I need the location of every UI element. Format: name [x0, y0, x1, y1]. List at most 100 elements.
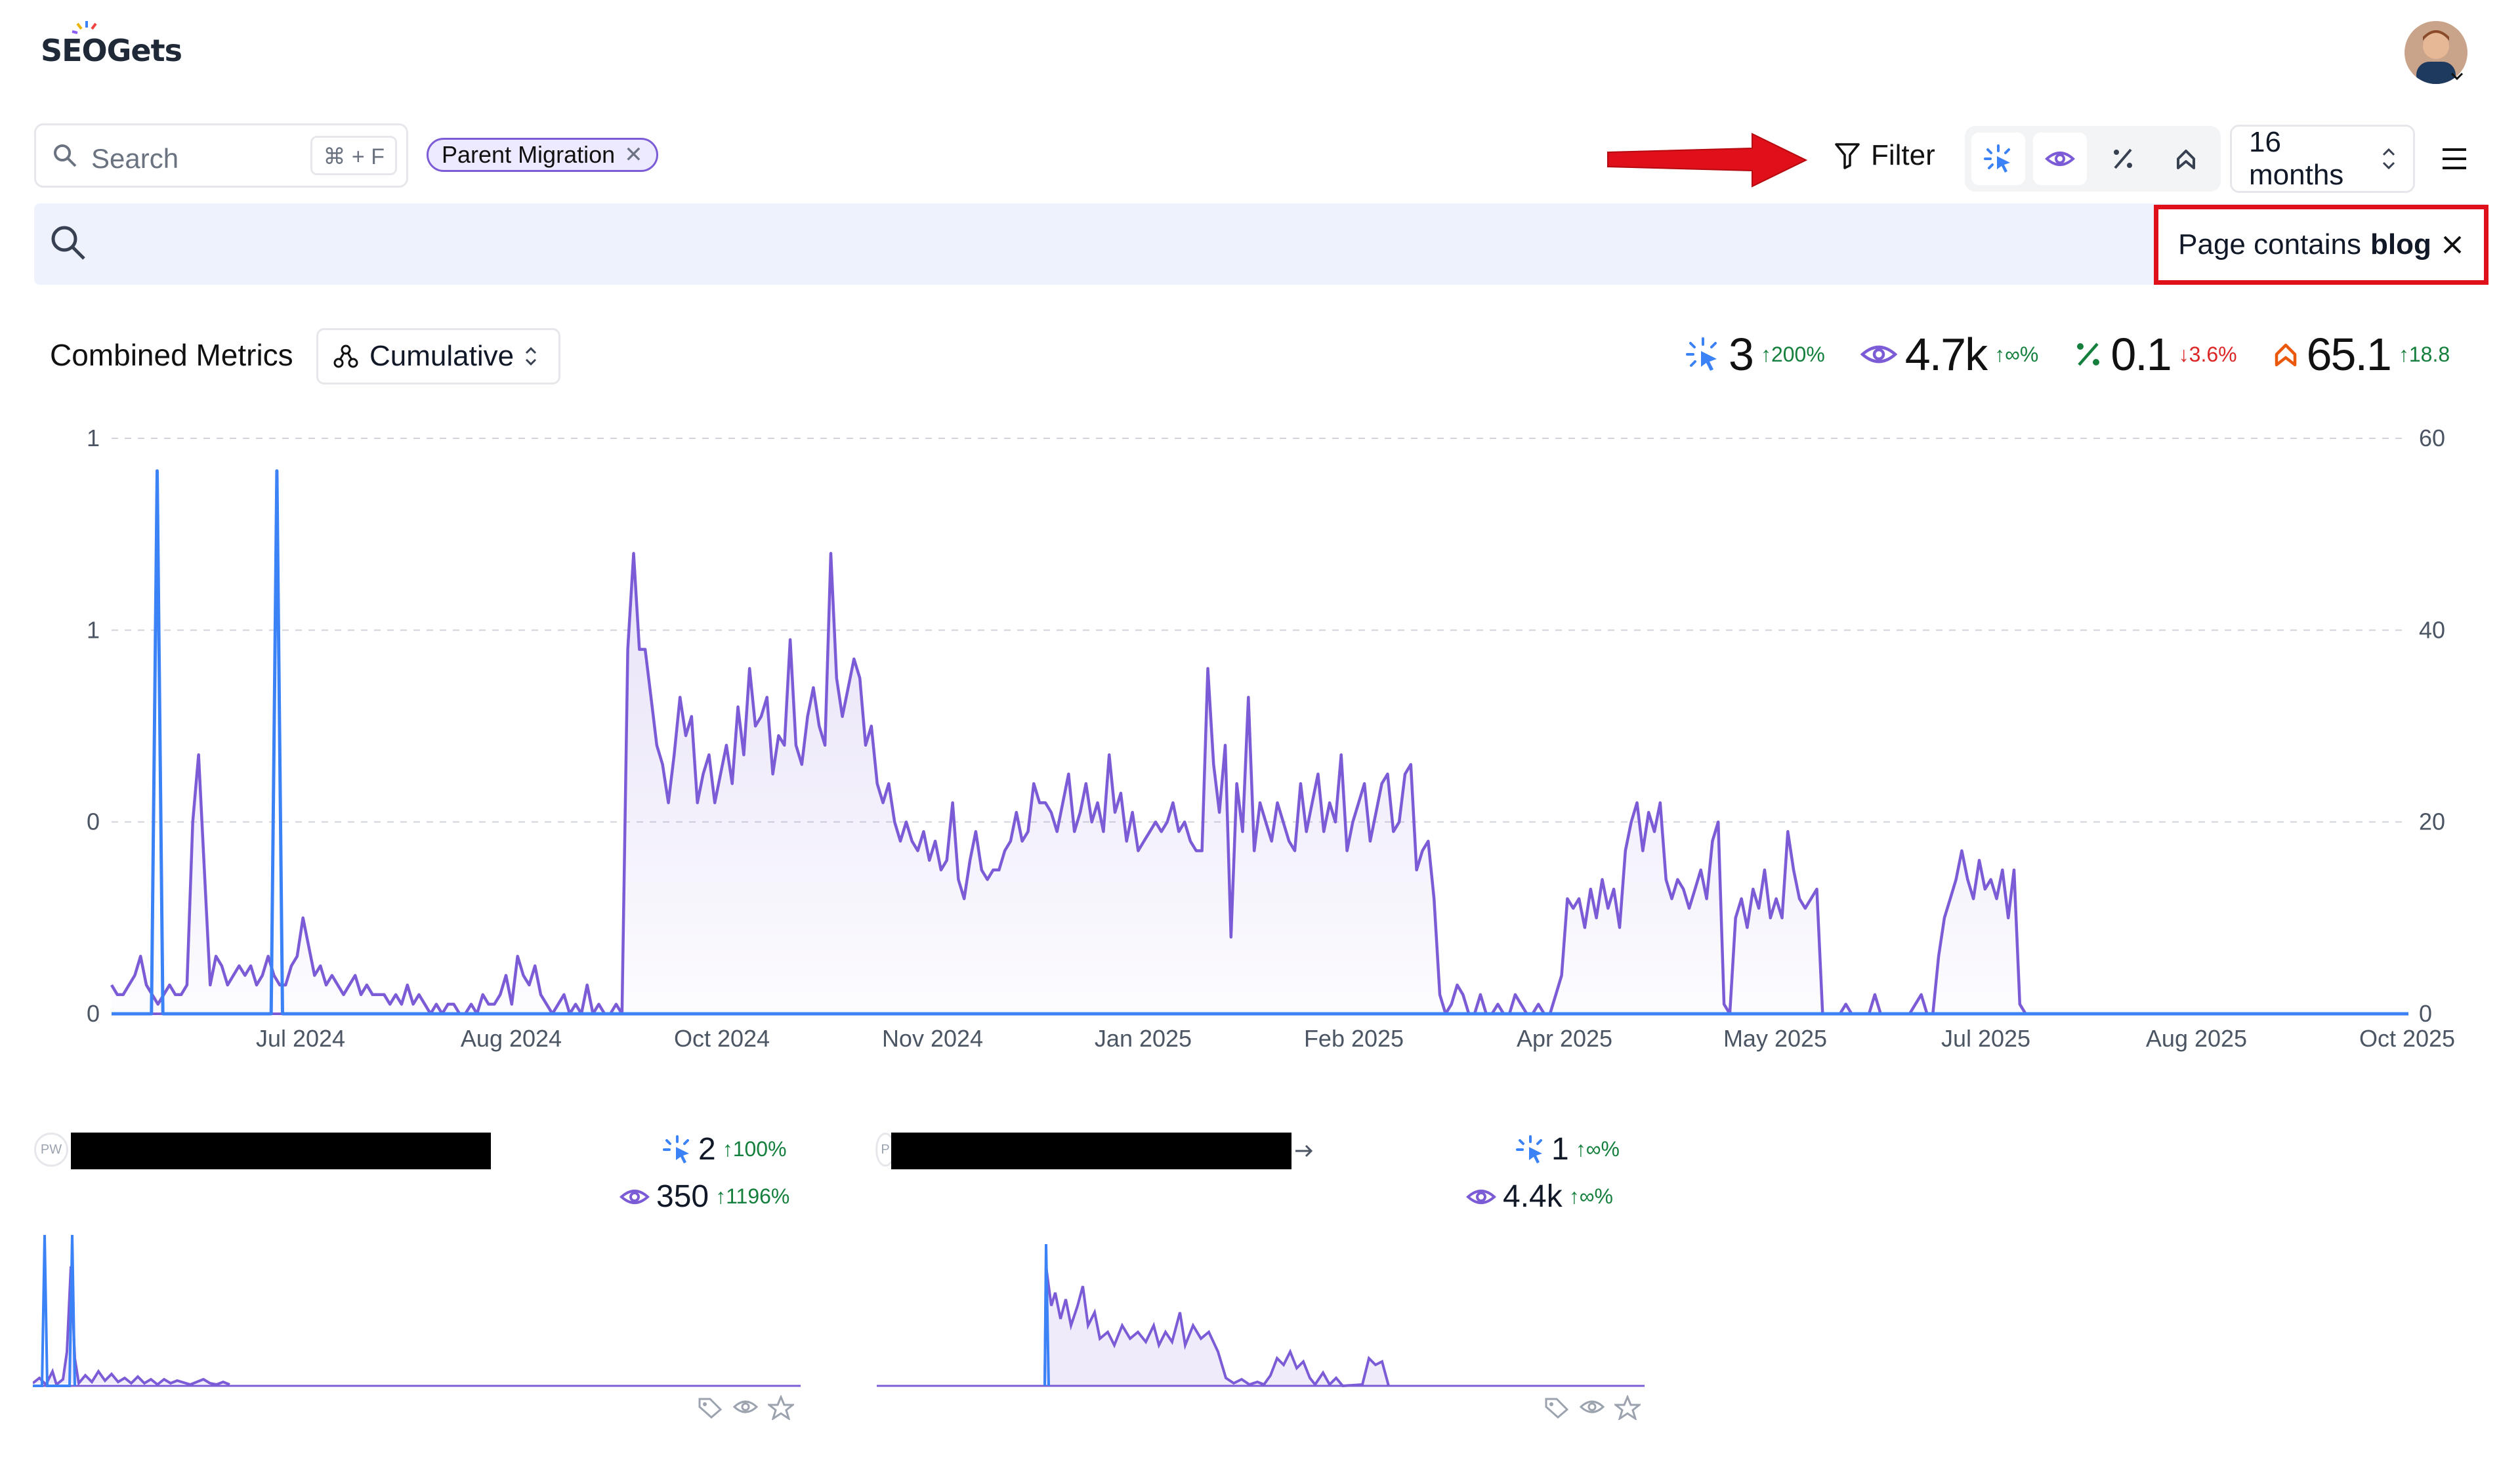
user-avatar[interactable] — [2404, 21, 2468, 84]
filter-icon — [1835, 143, 1860, 169]
cumulative-label: Cumulative — [369, 340, 514, 372]
y-left-tick-label: 0 — [87, 1000, 100, 1027]
metric-toggle-group — [1965, 126, 2221, 192]
card-impressions: 4.4k ↑∞% — [1466, 1178, 1613, 1215]
star-icon[interactable] — [1614, 1395, 1641, 1420]
active-filter-tag[interactable]: Page contains blog — [2154, 205, 2488, 285]
card-title-redacted[interactable] — [71, 1133, 491, 1169]
star-icon[interactable] — [768, 1395, 794, 1420]
watch-eye-icon[interactable] — [732, 1395, 759, 1419]
date-range-select[interactable]: 16 months — [2230, 125, 2415, 193]
logo-text-left: SEO — [41, 33, 108, 68]
x-tick-label: Oct 2024 — [674, 1025, 770, 1052]
x-tick-label: Feb 2025 — [1304, 1025, 1404, 1052]
card-clicks: 1 ↑∞% — [1516, 1131, 1620, 1167]
x-tick-label: Aug 2025 — [2146, 1025, 2247, 1052]
kpi-clicks-value: 3 — [1729, 329, 1754, 380]
chevron-updown-icon — [2382, 148, 2395, 170]
position-icon — [2275, 343, 2296, 367]
x-tick-label: Jan 2025 — [1095, 1025, 1192, 1052]
y-left-tick-label: 1 — [87, 616, 100, 643]
card-impressions-value: 350 — [656, 1179, 709, 1214]
filter-label: Filter — [1871, 139, 1935, 171]
avatar-chevron-icon — [2450, 72, 2464, 81]
toggle-position[interactable] — [2159, 133, 2213, 185]
x-tick-label: Aug 2024 — [461, 1025, 562, 1052]
x-tick-label: Apr 2025 — [1517, 1025, 1612, 1052]
chip-close-icon[interactable]: ✕ — [624, 142, 643, 167]
toggle-ctr[interactable] — [2096, 133, 2150, 185]
impressions-area — [112, 553, 2408, 1014]
filter-bar[interactable] — [34, 203, 2488, 285]
card-clicks-delta: ↑100% — [722, 1137, 787, 1161]
search-box[interactable]: Search ⌘ + F — [34, 123, 408, 188]
date-range-label: 16 months — [2249, 126, 2344, 191]
card-clicks: 2 ↑100% — [663, 1131, 787, 1167]
card-clicks-value: 2 — [698, 1132, 716, 1167]
x-tick-label: Oct 2025 — [2359, 1025, 2455, 1052]
position-icon — [2177, 150, 2195, 169]
app-logo[interactable]: SEOGets — [41, 21, 182, 68]
impressions-icon — [620, 1189, 650, 1204]
card-open-arrow-icon[interactable] — [1294, 1143, 1314, 1159]
cumulative-icon — [333, 344, 358, 368]
kpi-impressions-delta: ↑∞% — [1994, 342, 2039, 366]
annotation-arrow-icon — [1607, 133, 1808, 188]
card-actions — [697, 1395, 794, 1420]
tag-icon[interactable] — [697, 1395, 723, 1419]
ctr-icon — [2114, 148, 2132, 169]
card-actions — [1544, 1395, 1641, 1420]
kpi-clicks-delta: ↑200% — [1760, 342, 1825, 366]
filter-button[interactable]: Filter — [1834, 139, 1935, 172]
cumulative-select[interactable]: Cumulative — [316, 328, 560, 385]
chevron-updown-icon — [526, 346, 537, 366]
search-placeholder: Search — [91, 143, 179, 174]
kpi-row: 3 ↑200% 4.7k ↑∞% 0.1 ↓3.6% 65.1 ↑18.8 — [1685, 328, 2480, 381]
logo-text-right: Gets — [106, 33, 182, 68]
tag-icon[interactable] — [1544, 1395, 1570, 1419]
impressions-icon — [2045, 152, 2075, 166]
kpi-ctr-value: 0.1 — [2110, 329, 2172, 380]
clicks-icon — [1984, 144, 2010, 173]
x-tick-label: Nov 2024 — [882, 1025, 983, 1052]
card-impressions-delta: ↑∞% — [1568, 1184, 1613, 1208]
clicks-icon — [1516, 1135, 1542, 1163]
filter-remove-icon[interactable] — [2441, 233, 2464, 257]
card-clicks-value: 1 — [1551, 1132, 1569, 1167]
kpi-impressions: 4.7k ↑∞% — [1860, 328, 2039, 381]
kpi-position-value: 65.1 — [2306, 329, 2392, 380]
y-right-tick-label: 60 — [2419, 425, 2445, 451]
search-icon — [54, 144, 77, 167]
impressions-icon — [1466, 1189, 1496, 1204]
x-tick-label: Jul 2024 — [256, 1025, 345, 1052]
y-right-tick-label: 0 — [2419, 1000, 2432, 1027]
watch-eye-icon[interactable] — [1579, 1395, 1605, 1419]
x-tick-label: May 2025 — [1723, 1025, 1827, 1052]
hamburger-menu-icon[interactable] — [2440, 146, 2469, 172]
card-clicks-delta: ↑∞% — [1575, 1137, 1620, 1161]
card-favicon: PW — [34, 1133, 68, 1167]
filter-tag-value: blog — [2370, 228, 2431, 261]
filter-tag-prefix: Page contains — [2178, 228, 2361, 261]
card-sparkline[interactable] — [33, 1227, 801, 1391]
combined-metrics-chart[interactable]: 1 1 0 0 60 40 20 0 Jul 2024 Aug 2024 Oct 2024 Nov… — [0, 407, 2520, 1063]
kpi-position: 65.1 ↑18.8 — [2273, 328, 2450, 381]
card-impressions-value: 4.4k — [1503, 1179, 1563, 1214]
impressions-icon — [1860, 345, 1897, 364]
project-chip[interactable]: Parent Migration ✕ — [427, 138, 658, 172]
project-chip-label: Parent Migration — [442, 141, 616, 168]
y-left-tick-label: 0 — [87, 808, 100, 835]
filter-search-icon — [51, 226, 85, 260]
toggle-clicks[interactable] — [1971, 133, 2025, 185]
card-sparkline[interactable] — [877, 1227, 1645, 1391]
card-title-redacted[interactable] — [891, 1133, 1292, 1169]
toggle-impressions[interactable] — [2033, 133, 2087, 185]
logo-spark-icon — [72, 21, 97, 34]
kpi-position-delta: ↑18.8 — [2398, 342, 2450, 366]
kpi-ctr: 0.1 ↓3.6% — [2074, 328, 2237, 381]
y-right-tick-label: 40 — [2419, 616, 2445, 643]
x-tick-label: Jul 2025 — [1941, 1025, 2030, 1052]
clicks-icon — [1686, 337, 1717, 371]
card-impressions: 350 ↑1196% — [620, 1178, 789, 1215]
kpi-ctr-delta: ↓3.6% — [2178, 342, 2237, 366]
